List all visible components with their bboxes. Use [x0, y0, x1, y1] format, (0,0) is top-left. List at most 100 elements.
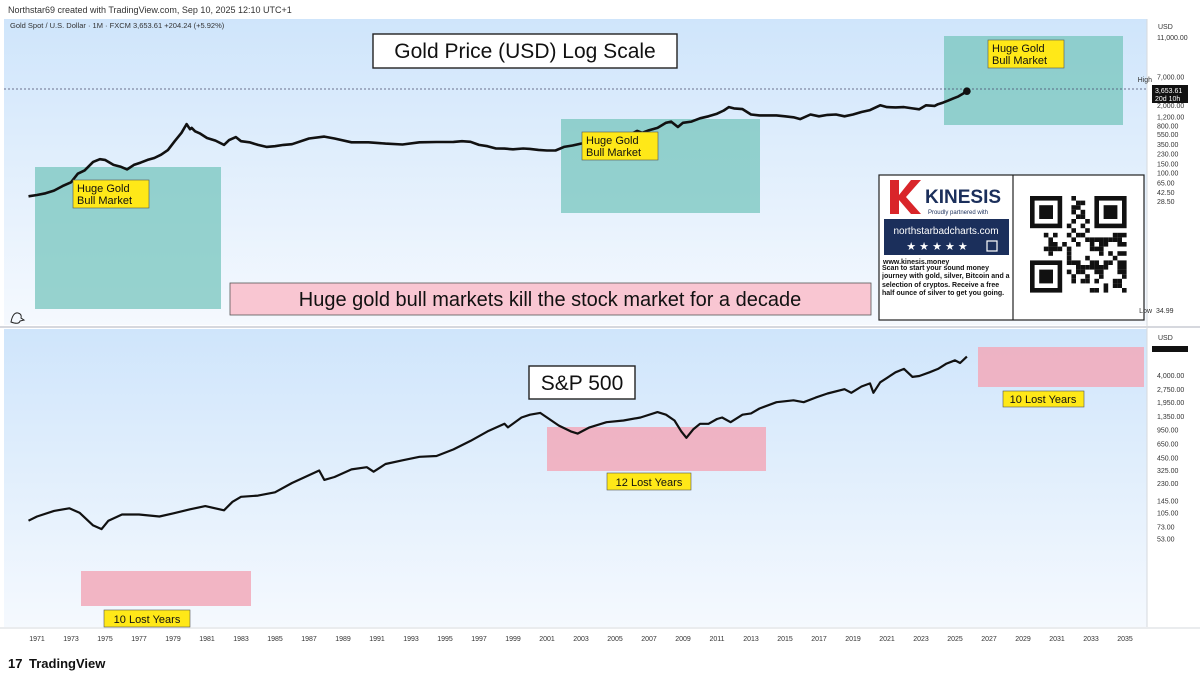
gold-tick-label-6: 550.00	[1157, 132, 1179, 139]
qr-module	[1099, 246, 1104, 252]
year-tick-label-14: 1999	[505, 636, 521, 643]
headline-banner-box	[229, 282, 872, 316]
qr-module	[1053, 246, 1058, 252]
qr-module	[1071, 274, 1076, 279]
gold-tick-label-8: 230.00	[1157, 152, 1179, 159]
qr-module	[1062, 242, 1067, 247]
low-label: Low	[1139, 308, 1153, 315]
qr-module	[1099, 269, 1104, 275]
ad-site-bar	[884, 219, 1009, 255]
bull-label-3-line1: Huge Gold	[992, 43, 1045, 55]
spx-lost-box-3	[978, 347, 1144, 387]
qr-module	[1076, 214, 1081, 219]
qr-module	[1080, 278, 1086, 284]
qr-module	[1103, 283, 1109, 288]
high-label: High	[1138, 77, 1153, 84]
last-price-tag	[1152, 85, 1188, 103]
spx-tick-label-9: 145.00	[1157, 498, 1179, 505]
ad-url[interactable]: www.kinesis.money	[882, 259, 949, 266]
qr-module	[1080, 269, 1086, 275]
year-tick-label-27: 2025	[947, 636, 963, 643]
qr-module	[1076, 232, 1081, 238]
spx-tick-label-1: 2,750.00	[1157, 387, 1184, 394]
qr-module	[1066, 255, 1072, 261]
qr-module	[1071, 209, 1076, 215]
gold-tick-label-10: 100.00	[1157, 171, 1179, 178]
bull-label-1: Huge Gold Bull Market	[72, 179, 150, 209]
qr-module	[1080, 265, 1086, 270]
year-tick-label-6: 1983	[233, 636, 249, 643]
year-tick-label-3: 1977	[131, 636, 147, 643]
time-axis[interactable]: 1971 1973 1975 1977 1979 1981 1983 1985 1987 1989…	[29, 636, 1133, 643]
qr-module	[1122, 251, 1127, 256]
qr-module	[1117, 251, 1122, 256]
qr-module	[1094, 288, 1099, 293]
qr-module	[1085, 228, 1090, 233]
qr-module	[1080, 200, 1086, 206]
qr-module	[1089, 288, 1095, 293]
lost-label-3-box	[1002, 390, 1085, 408]
spx-price-axis[interactable]: 4,000.00 2,750.00 1,950.00 1,350.00 950.00 65…	[1157, 373, 1184, 544]
qr-module	[1066, 232, 1072, 238]
qr-module	[1099, 237, 1104, 242]
spx-title-box	[528, 365, 636, 400]
qr-finder-3-2	[1039, 269, 1053, 284]
bull-label-3-line2: Bull Market	[992, 55, 1047, 67]
qr-module	[1089, 246, 1095, 252]
qr-module	[1089, 237, 1095, 242]
year-tick-label-19: 2009	[675, 636, 691, 643]
qr-module	[1094, 237, 1099, 242]
gold-price-axis[interactable]: 11,000.007,000.003,674.872,000.001,200.0…	[1157, 35, 1188, 206]
bull-label-2-line1: Huge Gold	[586, 135, 639, 147]
qr-module	[1108, 237, 1113, 242]
lost-label-2-box	[606, 472, 692, 491]
qr-module	[1071, 196, 1076, 201]
symbol-info-text[interactable]: Gold Spot / U.S. Dollar · 1M · FXCM 3,65…	[10, 21, 225, 30]
gold-title-box	[372, 33, 678, 69]
qr-module	[1085, 278, 1090, 284]
qr-module	[1117, 269, 1122, 275]
lost-label-1-box	[103, 609, 191, 628]
year-tick-label-29: 2029	[1015, 636, 1031, 643]
year-tick-label-1: 1973	[63, 636, 79, 643]
qr-module	[1117, 232, 1122, 238]
spx-tick-label-2: 1,950.00	[1157, 400, 1184, 407]
gold-title: Gold Price (USD) Log Scale	[394, 40, 655, 63]
last-price-value: 3,653.61	[1155, 88, 1182, 95]
bull-label-1-line2: Bull Market	[77, 195, 132, 207]
gold-tick-label-5: 800.00	[1157, 123, 1179, 130]
spx-tick-label-10: 105.00	[1157, 511, 1179, 518]
qr-module	[1108, 251, 1113, 256]
qr-module	[1122, 269, 1127, 275]
qr-module	[1103, 237, 1109, 242]
qr-module	[1112, 255, 1118, 261]
lost-label-1: 10 Lost Years	[114, 614, 181, 626]
qr-module	[1122, 274, 1127, 279]
kinesis-ad[interactable]: KINESIS Proudly partnered with northstar…	[878, 174, 1145, 321]
headline-banner: Huge gold bull markets kill the stock ma…	[299, 289, 801, 311]
qr-module	[1080, 214, 1086, 219]
qr-module	[1080, 232, 1086, 238]
spx-tick-label-5: 650.00	[1157, 442, 1179, 449]
gold-tick-label-3: 2,000.00	[1157, 103, 1184, 110]
spx-price-line	[28, 355, 968, 531]
qr-module	[1089, 242, 1095, 247]
qr-module	[1071, 219, 1076, 224]
bull-label-1-line1: Huge Gold	[77, 183, 130, 195]
year-tick-label-22: 2015	[777, 636, 793, 643]
qr-module	[1085, 219, 1090, 224]
qr-module	[1080, 209, 1086, 215]
ad-site[interactable]: northstarbadcharts.com	[893, 226, 998, 237]
year-tick-label-12: 1995	[437, 636, 453, 643]
spx-axis-unit[interactable]: USD	[1158, 335, 1173, 342]
qr-code-icon[interactable]	[1030, 196, 1127, 293]
qr-module	[1117, 265, 1122, 270]
gold-axis-unit[interactable]: USD	[1158, 24, 1173, 31]
qr-module	[1080, 223, 1086, 229]
year-tick-label-16: 2003	[573, 636, 589, 643]
qr-module	[1066, 223, 1072, 229]
qr-module	[1117, 237, 1122, 242]
year-tick-label-0: 1971	[29, 636, 45, 643]
footer-brand[interactable]: TradingView	[29, 656, 106, 671]
